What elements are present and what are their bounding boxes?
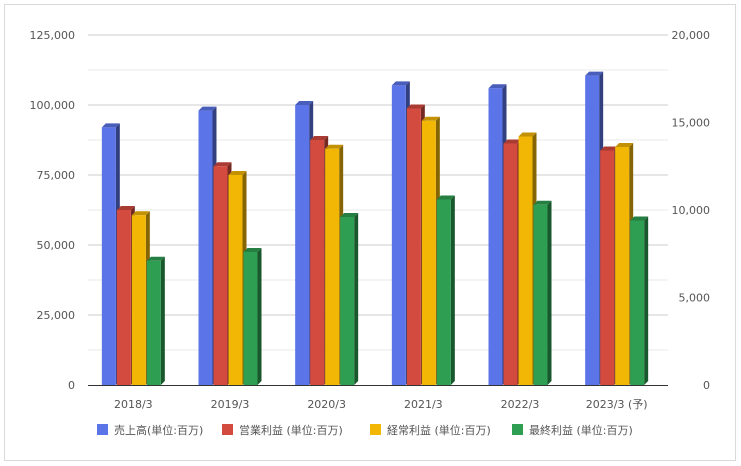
bar-front — [615, 147, 630, 385]
bar-top — [630, 216, 649, 221]
bars — [101, 71, 649, 386]
right-axis: 0 5,000 10,000 15,000 20,000 — [672, 29, 711, 392]
bar-top — [101, 123, 120, 128]
bar-front — [488, 88, 503, 385]
legend-item: 売上高(単位:百万) — [97, 423, 203, 437]
bar-top — [585, 71, 604, 76]
bar-top — [116, 206, 135, 210]
bar-front — [213, 166, 228, 385]
bar — [243, 248, 262, 385]
bar — [340, 213, 359, 385]
bar-side — [354, 213, 359, 385]
category-label: 2020/3 — [307, 398, 346, 411]
bar-front — [131, 215, 146, 385]
bar-top — [228, 171, 247, 175]
bar-front — [243, 252, 258, 385]
bar-top — [243, 248, 262, 252]
right-tick-label: 10,000 — [672, 204, 711, 217]
bar — [146, 256, 165, 385]
legend-label: 売上高(単位:百万) — [114, 423, 203, 437]
bar-front — [146, 260, 161, 385]
legend-swatch — [97, 424, 108, 435]
bar — [436, 195, 455, 385]
right-tick-label: 0 — [703, 379, 710, 392]
bar-front — [391, 85, 406, 386]
legend-swatch — [222, 424, 233, 435]
bar-side — [160, 256, 165, 385]
bar — [630, 216, 649, 385]
left-tick-label: 0 — [68, 379, 75, 392]
bar-top — [146, 256, 165, 261]
bar-top — [600, 146, 619, 151]
legend-item: 営業利益 (単位:百万) — [222, 423, 343, 437]
bar-front — [310, 140, 325, 385]
bar-front — [340, 217, 355, 385]
left-axis: 0 25,000 50,000 75,000 100,000 125,000 — [30, 29, 76, 392]
right-tick-label: 20,000 — [672, 29, 711, 42]
bar-top — [295, 101, 314, 105]
bar-front — [198, 110, 213, 385]
bar-front — [101, 127, 116, 386]
left-tick-label: 50,000 — [37, 239, 76, 252]
category-label: 2021/3 — [404, 398, 443, 411]
bar-top — [406, 104, 425, 109]
bar-top — [421, 116, 440, 121]
legend: 売上高(単位:百万) 営業利益 (単位:百万) 経常利益 (単位:百万) 最終利益 (… — [97, 423, 633, 437]
bar-top — [198, 106, 217, 111]
bar-front — [436, 199, 451, 385]
bar-side — [547, 200, 552, 385]
bar-side — [257, 248, 262, 385]
bar-side — [450, 195, 455, 385]
left-tick-label: 25,000 — [37, 309, 76, 322]
bar-top — [488, 84, 507, 89]
legend-label: 最終利益 (単位:百万) — [529, 423, 633, 437]
legend-label: 営業利益 (単位:百万) — [239, 423, 343, 437]
category-label: 2019/3 — [211, 398, 250, 411]
left-tick-label: 75,000 — [37, 169, 76, 182]
bar-front — [630, 220, 645, 385]
bar-front — [600, 150, 615, 385]
bar-front — [503, 143, 518, 385]
bar-top — [391, 81, 410, 86]
category-label: 2018/3 — [114, 398, 153, 411]
legend-item: 経常利益 (単位:百万) — [370, 423, 491, 437]
bar-top — [615, 143, 634, 147]
category-label: 2023/3 (予) — [586, 398, 648, 411]
bar-top — [436, 195, 455, 200]
bar-side — [644, 216, 649, 385]
bar-top — [340, 213, 359, 217]
bar-front — [406, 108, 421, 385]
bar — [533, 200, 552, 385]
bar-front — [116, 210, 131, 385]
x-axis: 2018/3 2019/3 2020/3 2021/3 2022/3 2023/3 (予) — [114, 398, 648, 411]
category-label: 2022/3 — [501, 398, 540, 411]
left-tick-label: 100,000 — [30, 99, 76, 112]
right-tick-label: 5,000 — [679, 292, 711, 305]
legend-swatch — [512, 424, 523, 435]
bar-top — [310, 136, 329, 140]
bar-front — [228, 175, 243, 385]
bar-top — [213, 162, 232, 167]
bar-top — [518, 132, 537, 137]
bar-top — [503, 139, 522, 144]
legend-swatch — [370, 424, 381, 435]
bar-top — [325, 144, 344, 149]
bar-front — [585, 75, 600, 385]
bar-front — [325, 148, 340, 385]
bar-front — [533, 204, 548, 385]
grid-lines — [88, 34, 668, 351]
bar-front — [421, 120, 436, 385]
legend-item: 最終利益 (単位:百万) — [512, 423, 633, 437]
legend-label: 経常利益 (単位:百万) — [387, 423, 491, 437]
right-tick-label: 15,000 — [672, 117, 711, 130]
bar-top — [131, 211, 150, 216]
left-tick-label: 125,000 — [30, 29, 76, 42]
bar-front — [518, 136, 533, 385]
bar-top — [533, 200, 552, 205]
bar-front — [295, 105, 310, 385]
